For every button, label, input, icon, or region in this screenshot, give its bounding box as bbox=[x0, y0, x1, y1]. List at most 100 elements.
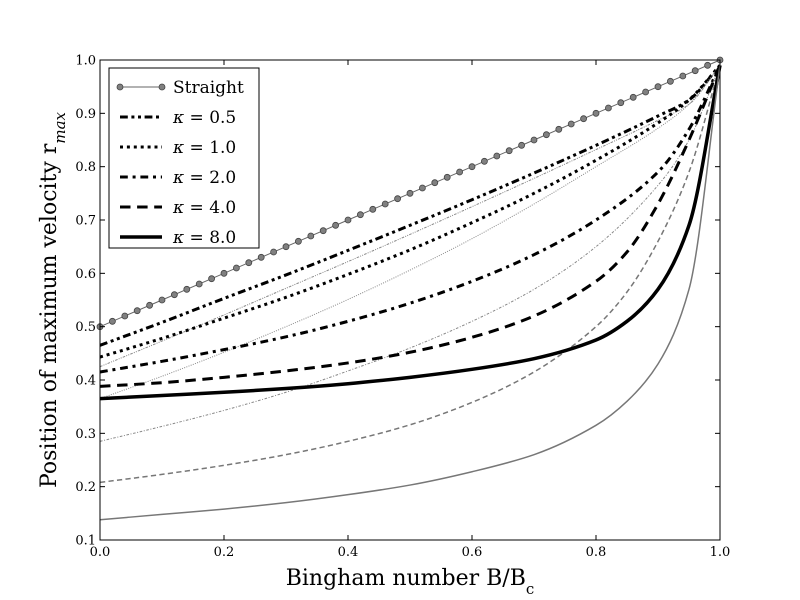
series-marker-straight bbox=[629, 93, 637, 101]
series-marker-straight bbox=[158, 296, 166, 304]
series-marker-straight bbox=[431, 179, 439, 187]
series-marker-straight bbox=[208, 275, 216, 283]
series-marker-straight bbox=[543, 131, 550, 139]
x-tick-label: 0.8 bbox=[586, 545, 607, 560]
series-marker-straight bbox=[133, 307, 141, 315]
legend-marker bbox=[158, 83, 166, 91]
x-tick-label: 0.6 bbox=[462, 545, 483, 560]
series-marker-straight bbox=[617, 99, 625, 107]
legend-symbol: κ bbox=[172, 198, 184, 218]
legend-marker bbox=[116, 83, 124, 91]
series-marker-straight bbox=[580, 115, 587, 123]
series-marker-straight bbox=[555, 125, 563, 133]
plot-frame bbox=[99, 59, 721, 541]
legend-value: = 4.0 bbox=[184, 198, 236, 218]
y-tick-label: 0.5 bbox=[75, 320, 96, 335]
series-marker-straight bbox=[592, 109, 600, 117]
legend-label: κ = 4.0 bbox=[172, 198, 236, 218]
series-marker-straight bbox=[667, 77, 674, 85]
x-tick-label: 1.0 bbox=[710, 545, 731, 560]
legend-label: κ = 1.0 bbox=[172, 138, 236, 158]
series-marker-straight bbox=[294, 237, 302, 245]
y-tick-label: 0.6 bbox=[75, 267, 96, 282]
series-marker-straight bbox=[642, 88, 649, 96]
series-marker-straight bbox=[257, 253, 265, 261]
series-marker-straight bbox=[518, 141, 525, 149]
legend-symbol: κ bbox=[172, 168, 184, 188]
y-tick-label: 0.3 bbox=[75, 427, 96, 442]
series-marker-straight bbox=[170, 291, 178, 299]
legend-value: Straight bbox=[173, 78, 244, 98]
series-line-kappa-1-0-outer bbox=[99, 64, 722, 359]
series-marker-straight bbox=[679, 72, 687, 80]
series-marker-straight bbox=[456, 168, 464, 176]
series-marker-straight bbox=[183, 285, 191, 293]
x-axis-label-main: Bingham number B/B bbox=[286, 566, 526, 591]
series-marker-straight bbox=[394, 195, 402, 203]
series-marker-straight bbox=[468, 163, 476, 171]
series-marker-straight bbox=[121, 312, 129, 320]
legend-box bbox=[108, 67, 260, 249]
legend-value: = 0.5 bbox=[184, 108, 236, 128]
series-line-kappa-0-5-outer bbox=[99, 64, 722, 347]
legend-label: κ = 2.0 bbox=[172, 168, 236, 188]
series-marker-straight bbox=[418, 184, 426, 192]
y-tick-label: 0.9 bbox=[75, 107, 96, 122]
series-line-kappa-2-0-inner bbox=[99, 65, 721, 442]
series-marker-straight bbox=[282, 243, 290, 251]
legend-value: = 1.0 bbox=[184, 138, 236, 158]
legend-value: = 8.0 bbox=[184, 228, 236, 248]
series-marker-straight bbox=[605, 104, 612, 112]
series-marker-straight bbox=[245, 259, 253, 267]
series-marker-straight bbox=[220, 269, 228, 277]
ticks-layer: 0.0 0.2 0.4 0.6 0.8 1.0 0.1 0.2 0.3 0.4 0.5 0.6 0.7 0… bbox=[75, 54, 730, 561]
series-marker-straight bbox=[319, 227, 327, 235]
series-marker-straight bbox=[195, 280, 203, 288]
y-tick-label: 0.2 bbox=[75, 480, 96, 495]
x-tick-label: 0.0 bbox=[90, 545, 111, 560]
legend-label: κ = 8.0 bbox=[172, 228, 236, 248]
series-marker-straight bbox=[369, 205, 377, 213]
y-tick-label: 0.4 bbox=[75, 374, 96, 389]
y-tick-label: 0.8 bbox=[75, 160, 96, 175]
series-marker-straight bbox=[505, 147, 513, 155]
series-marker-straight bbox=[270, 248, 278, 256]
y-axis-label-subscript: max bbox=[51, 111, 69, 143]
series-layer bbox=[96, 56, 724, 521]
series-marker-straight bbox=[332, 221, 340, 229]
series-marker-straight bbox=[443, 173, 451, 181]
series-line-kappa-1-0-inner bbox=[99, 65, 721, 400]
y-axis-label-main: Position of maximum velocity r bbox=[37, 143, 62, 488]
x-axis-label-subscript: c bbox=[526, 580, 534, 598]
series-marker-straight bbox=[654, 83, 662, 91]
series-marker-straight bbox=[493, 152, 501, 160]
series-marker-straight bbox=[406, 189, 414, 197]
series-marker-straight bbox=[344, 216, 352, 224]
legend-label: Straight bbox=[173, 78, 244, 98]
legend-symbol: κ bbox=[172, 138, 184, 158]
series-line-kappa-2-0-outer bbox=[99, 64, 722, 374]
series-marker-straight bbox=[356, 211, 364, 219]
series-line-kappa-8-0-inner bbox=[99, 65, 721, 521]
x-tick-label: 0.4 bbox=[338, 545, 359, 560]
legend-symbol: κ bbox=[172, 228, 184, 248]
series-marker-straight bbox=[691, 67, 699, 75]
series-marker-straight bbox=[109, 317, 116, 325]
series-line-kappa-4-0-outer bbox=[99, 64, 722, 388]
series-marker-straight bbox=[307, 232, 315, 240]
series-marker-straight bbox=[480, 157, 488, 165]
legend-value: = 2.0 bbox=[184, 168, 236, 188]
series-marker-straight bbox=[381, 200, 389, 208]
x-axis-label: Bingham number B/Bc bbox=[286, 566, 535, 598]
series-line-kappa-4-0-inner bbox=[99, 65, 721, 484]
y-tick-label: 1.0 bbox=[75, 54, 96, 69]
series-marker-straight bbox=[704, 61, 711, 69]
series-marker-straight bbox=[232, 264, 240, 272]
y-tick-label: 0.1 bbox=[75, 534, 96, 549]
legend-label: κ = 0.5 bbox=[172, 108, 236, 128]
series-marker-straight bbox=[530, 136, 538, 144]
y-axis-label: Position of maximum velocity rmax bbox=[37, 111, 69, 487]
series-line-kappa-8-0-outer bbox=[99, 64, 722, 401]
